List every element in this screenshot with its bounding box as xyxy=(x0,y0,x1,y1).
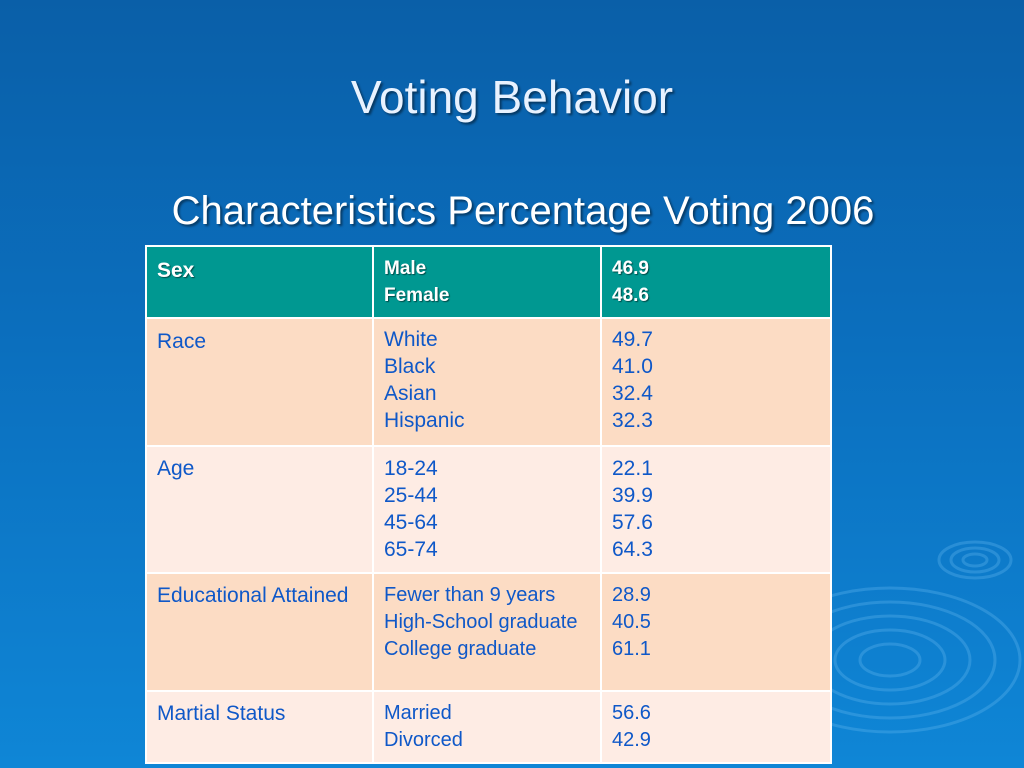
items-cell: 18-24 25-44 45-64 65-74 xyxy=(372,445,602,574)
item-value: 40.5 xyxy=(612,611,651,633)
item-label: Female xyxy=(384,285,450,306)
item-value: 42.9 xyxy=(612,729,651,751)
items-cell: Male Female xyxy=(372,245,602,319)
values-cell: 22.1 39.9 57.6 64.3 xyxy=(600,445,832,574)
item-value: 41.0 xyxy=(612,355,653,378)
item-label: 65-74 xyxy=(384,538,438,561)
item-value: 28.9 xyxy=(612,584,651,606)
slide-subtitle: Characteristics Percentage Voting 2006 xyxy=(171,189,875,233)
item-label: 25-44 xyxy=(384,484,438,507)
table-row-race: Race White Black Asian Hispanic 49.7 41.… xyxy=(145,317,832,447)
item-label: Married xyxy=(384,702,452,724)
items-cell: White Black Asian Hispanic xyxy=(372,317,602,447)
item-value: 64.3 xyxy=(612,538,653,561)
item-label: 45-64 xyxy=(384,511,438,534)
values-cell: 28.9 40.5 61.1 xyxy=(600,572,832,692)
values-cell: 56.6 42.9 xyxy=(600,690,832,764)
category-cell: Age xyxy=(145,445,374,574)
item-label: White xyxy=(384,328,438,351)
category-cell: Martial Status xyxy=(145,690,374,764)
table-row-education: Educational Attained Fewer than 9 years … xyxy=(145,572,832,692)
item-value: 32.3 xyxy=(612,409,653,432)
item-value: 39.9 xyxy=(612,484,653,507)
item-label: Divorced xyxy=(384,729,463,751)
table-row-marital-status: Martial Status Married Divorced 56.6 42.… xyxy=(145,690,832,764)
item-value: 49.7 xyxy=(612,328,653,351)
item-label: College graduate xyxy=(384,638,537,660)
category-cell: Educational Attained xyxy=(145,572,374,692)
item-label: Asian xyxy=(384,382,437,405)
values-cell: 49.7 41.0 32.4 32.3 xyxy=(600,317,832,447)
item-label: Black xyxy=(384,355,436,378)
item-label: Fewer than 9 years xyxy=(384,584,556,606)
item-value: 61.1 xyxy=(612,638,651,660)
category-cell: Sex xyxy=(145,245,374,319)
item-value: 22.1 xyxy=(612,457,653,480)
slide-title: Voting Behavior xyxy=(350,71,674,123)
item-label: Male xyxy=(384,258,427,279)
table-row-sex: Sex Male Female 46.9 48.6 xyxy=(145,245,832,319)
item-value: 56.6 xyxy=(612,702,651,724)
items-cell: Fewer than 9 years High-School graduate … xyxy=(372,572,602,692)
item-value: 57.6 xyxy=(612,511,653,534)
item-label: High-School graduate xyxy=(384,611,578,633)
item-value: 48.6 xyxy=(612,285,649,306)
values-cell: 46.9 48.6 xyxy=(600,245,832,319)
item-value: 46.9 xyxy=(612,258,649,279)
item-label: Hispanic xyxy=(384,409,465,432)
category-cell: Race xyxy=(145,317,374,447)
item-value: 32.4 xyxy=(612,382,653,405)
table-row-age: Age 18-24 25-44 45-64 65-74 22.1 39.9 57… xyxy=(145,445,832,574)
items-cell: Married Divorced xyxy=(372,690,602,764)
voting-table: Sex Male Female 46.9 48.6 Race White Bla… xyxy=(145,245,832,764)
item-label: 18-24 xyxy=(384,457,438,480)
